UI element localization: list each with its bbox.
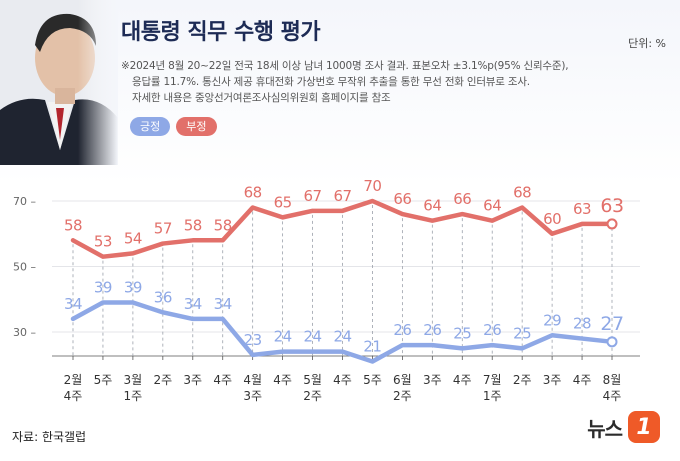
y-tick-label: 50 – <box>13 261 36 274</box>
positive-data-label: 24 <box>304 328 322 346</box>
president-portrait <box>0 0 118 165</box>
x-tick-label: 4주 <box>273 373 292 387</box>
x-tick-label-sub: 4주 <box>603 389 622 403</box>
positive-data-label: 26 <box>483 321 501 339</box>
positive-data-label: 21 <box>363 337 381 355</box>
unit-label: 단위: % <box>628 37 666 50</box>
x-tick-label: 3월 <box>124 373 143 387</box>
positive-data-label: 23 <box>244 331 262 349</box>
positive-data-label: 25 <box>453 324 471 342</box>
x-tick-label: 4월 <box>243 373 262 387</box>
positive-data-label: 29 <box>543 311 561 329</box>
negative-data-label: 58 <box>64 216 82 234</box>
positive-end-point <box>606 336 618 348</box>
x-tick-label: 6월 <box>393 373 412 387</box>
x-tick-label-sub: 1주 <box>483 389 502 403</box>
y-tick-label: 30 – <box>13 326 36 339</box>
x-tick-label-sub: 2주 <box>303 389 322 403</box>
x-tick-label-sub: 1주 <box>124 389 143 403</box>
x-tick-label: 4주 <box>453 373 472 387</box>
negative-data-label: 68 <box>244 184 262 202</box>
negative-data-label: 60 <box>543 210 561 228</box>
negative-data-label: 70 <box>363 177 381 195</box>
note-line-3: 자세한 내용은 중앙선거여론조사심의위원회 홈페이지를 참조 <box>132 92 391 104</box>
positive-data-label: 24 <box>333 328 351 346</box>
positive-data-label: 26 <box>393 321 411 339</box>
positive-data-label: 24 <box>274 328 292 346</box>
x-tick-label: 5주 <box>363 373 382 387</box>
logo-badge: 1 <box>628 411 660 443</box>
source-label: 자료: 한국갤럽 <box>12 430 87 444</box>
x-tick-label: 7월 <box>483 373 502 387</box>
positive-data-label: 34 <box>184 295 202 313</box>
logo-text: 뉴스 <box>587 416 623 441</box>
x-tick-label-sub: 2주 <box>393 389 412 403</box>
legend: 긍정 부정 <box>130 117 217 136</box>
negative-data-label: 64 <box>483 197 501 215</box>
x-tick-label: 3주 <box>423 373 442 387</box>
negative-data-label: 63 <box>600 195 623 217</box>
note-line-1: ※2024년 8월 20~22일 전국 18세 이상 남녀 1000명 조사 결… <box>121 60 569 72</box>
negative-data-label: 58 <box>214 216 232 234</box>
negative-data-label: 65 <box>274 193 292 211</box>
x-tick-label: 5월 <box>303 373 322 387</box>
positive-data-label: 25 <box>513 324 531 342</box>
survey-note: ※2024년 8월 20~22일 전국 18세 이상 남녀 1000명 조사 결… <box>121 58 601 106</box>
negative-line <box>70 198 615 259</box>
x-tick-label: 2월 <box>64 373 83 387</box>
news1-logo: 뉴스 1 <box>587 411 660 443</box>
negative-data-label: 66 <box>393 190 411 208</box>
negative-data-label: 63 <box>573 200 591 218</box>
y-tick-label: 70 – <box>13 195 36 208</box>
negative-data-label: 64 <box>423 197 441 215</box>
positive-data-label: 34 <box>64 295 82 313</box>
negative-data-label: 57 <box>154 220 172 238</box>
x-tick-label: 4주 <box>213 373 232 387</box>
x-tick-label: 2주 <box>153 373 172 387</box>
x-tick-label: 3주 <box>183 373 202 387</box>
positive-data-label: 28 <box>573 315 591 333</box>
legend-negative: 부정 <box>176 117 217 136</box>
negative-end-point <box>606 218 618 230</box>
negative-data-label: 54 <box>124 229 142 247</box>
note-line-2: 응답률 11.7%. 통신사 제공 휴대전화 가상번호 무작위 추출을 통한 무… <box>132 76 530 88</box>
chart-title: 대통령 직무 수행 평가 <box>121 20 321 45</box>
negative-data-label: 66 <box>453 190 471 208</box>
x-tick-label-sub: 4주 <box>64 389 83 403</box>
x-tick-label: 2주 <box>513 373 532 387</box>
positive-data-label: 39 <box>94 279 112 297</box>
x-tick-label: 8월 <box>603 373 622 387</box>
x-tick-label: 3주 <box>543 373 562 387</box>
legend-positive: 긍정 <box>130 117 171 136</box>
negative-data-label: 67 <box>333 187 351 205</box>
positive-data-label: 39 <box>124 279 142 297</box>
positive-data-label: 34 <box>214 295 232 313</box>
x-tick-label: 4주 <box>573 373 592 387</box>
negative-data-label: 58 <box>184 216 202 234</box>
positive-data-label: 27 <box>600 313 623 335</box>
negative-data-label: 53 <box>94 233 112 251</box>
x-tick-label-sub: 3주 <box>243 389 262 403</box>
x-tick-label: 5주 <box>94 373 113 387</box>
positive-line <box>70 300 615 364</box>
x-tick-label: 4주 <box>333 373 352 387</box>
positive-data-label: 36 <box>154 288 172 306</box>
negative-data-label: 67 <box>304 187 322 205</box>
negative-data-label: 68 <box>513 184 531 202</box>
positive-data-label: 26 <box>423 321 441 339</box>
